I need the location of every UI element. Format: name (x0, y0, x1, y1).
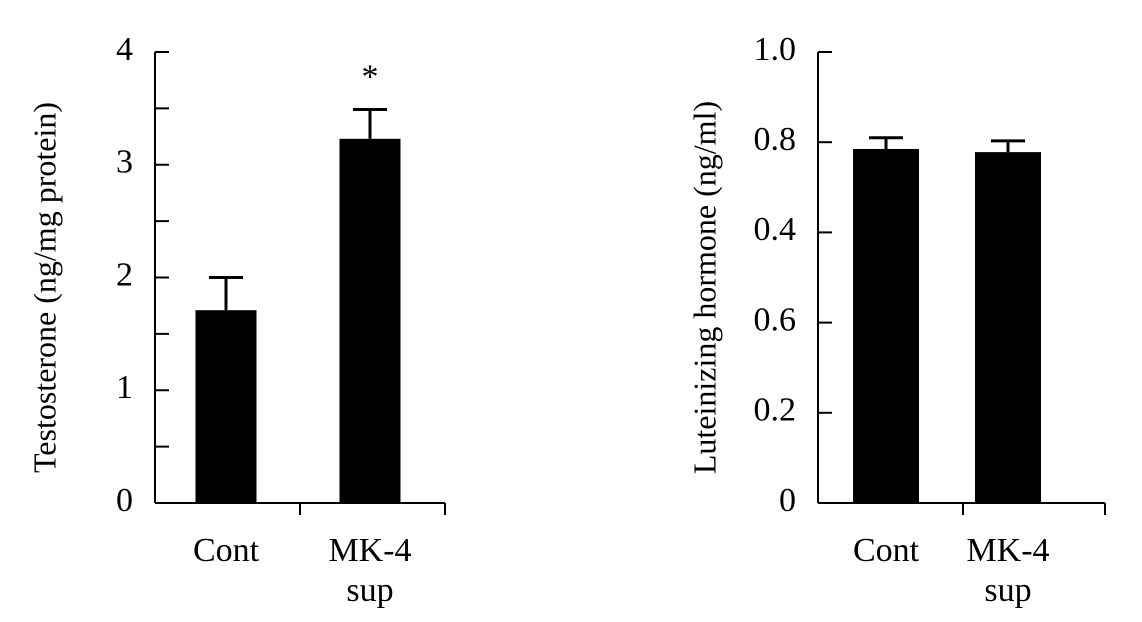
y-axis-label: Testosterone (ng/mg protein) (26, 102, 62, 473)
annotation: * (362, 58, 379, 95)
x-tick-label: MK-4 sup (328, 532, 411, 609)
bar (339, 138, 401, 503)
bar (853, 148, 919, 503)
bar (195, 310, 257, 503)
bar (975, 152, 1041, 503)
y-tick-label: 0 (116, 482, 133, 519)
y-axis-label: Luteinizing hormone (ng/ml) (686, 101, 722, 474)
y-tick-label: 1 (116, 369, 133, 406)
y-tick-label: 0.4 (754, 211, 797, 248)
y-tick-label: 3 (116, 144, 133, 181)
y-tick-label: 4 (116, 31, 133, 68)
x-tick-label: Cont (193, 532, 260, 569)
y-tick-label: 0.2 (754, 392, 797, 429)
y-tick-label: 2 (116, 256, 133, 293)
y-tick-label: 0.6 (754, 301, 797, 338)
y-tick-label: 0 (779, 482, 796, 519)
y-tick-label: 1.0 (754, 31, 797, 68)
x-tick-label: MK-4 sup (966, 532, 1049, 609)
y-tick-label: 0.8 (754, 121, 797, 158)
x-tick-label: Cont (853, 532, 920, 569)
